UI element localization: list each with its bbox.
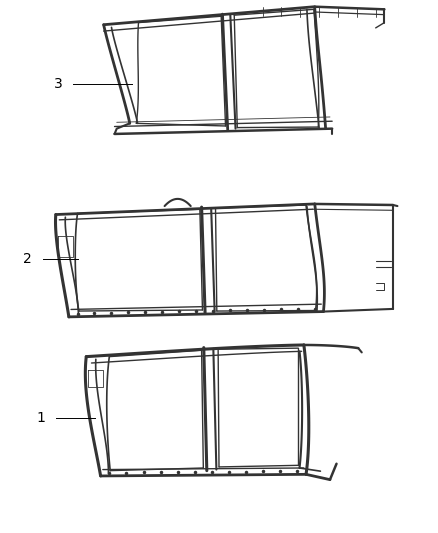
Text: 1: 1 (36, 410, 45, 425)
Text: 2: 2 (23, 252, 32, 265)
Text: 3: 3 (53, 77, 62, 91)
